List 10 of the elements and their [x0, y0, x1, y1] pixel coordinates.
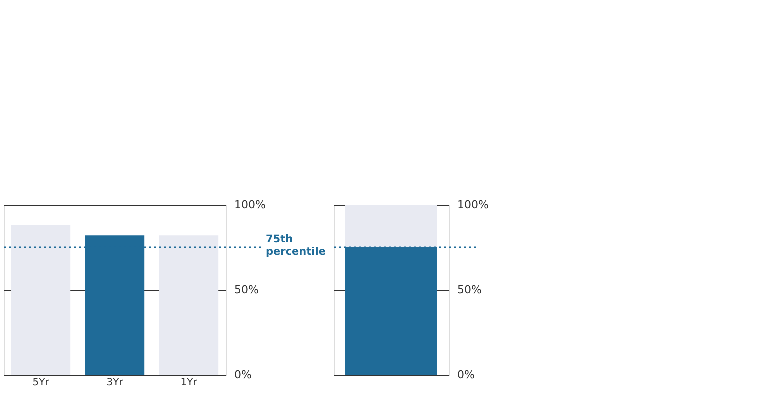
y-tick-label: 50% — [458, 284, 482, 296]
y-tick-label: 100% — [234, 198, 266, 212]
x-tick-label: 1Yr — [180, 378, 198, 388]
y-tick-label: 100% — [458, 198, 489, 212]
x-tick-label: 5Yr — [32, 378, 50, 388]
y-tick-label: 0% — [458, 368, 475, 382]
y-tick-label: 0% — [234, 368, 252, 382]
ref-line-label: 75th percentile — [266, 234, 326, 258]
y-tick-label: 50% — [234, 284, 259, 296]
x-tick-label: 3Yr — [106, 378, 124, 388]
